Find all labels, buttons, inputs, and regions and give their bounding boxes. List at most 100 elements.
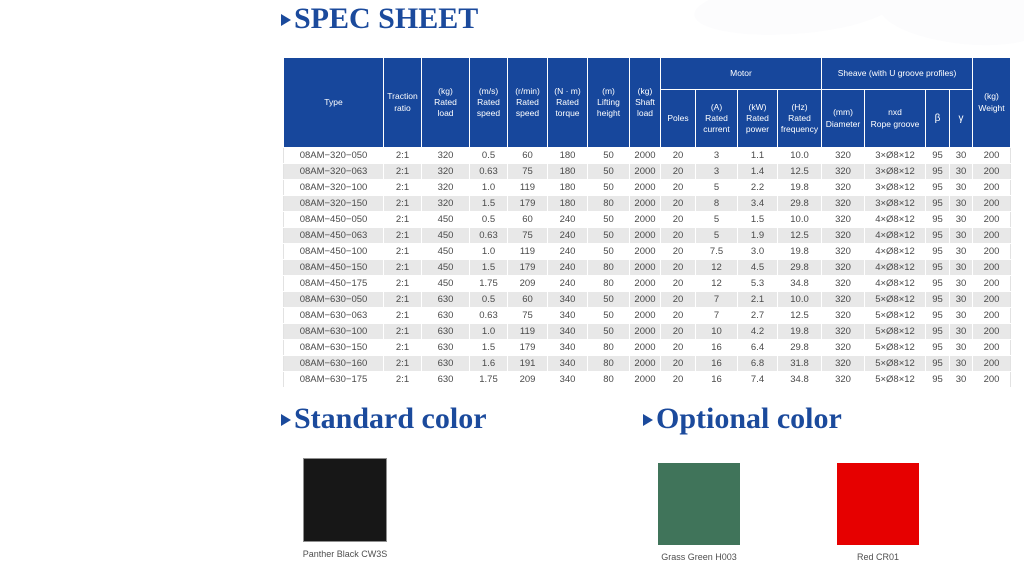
cell-rated_torque: 180 (547, 179, 588, 196)
cell-beta: 95 (925, 163, 950, 180)
cell-rated_current: 5 (695, 179, 738, 196)
cell-rated_torque: 340 (547, 339, 588, 356)
cell-diameter: 320 (821, 307, 865, 324)
cell-rated_current: 5 (695, 227, 738, 244)
optional-color-title: Optional color (643, 402, 842, 436)
cell-type: 08AM−450−100 (283, 243, 384, 260)
cell-beta: 95 (925, 275, 950, 292)
cell-rated_frequency: 29.8 (777, 195, 822, 212)
cell-lifting_height: 80 (587, 275, 630, 292)
cell-rated_torque: 180 (547, 147, 588, 164)
cell-lifting_height: 50 (587, 307, 630, 324)
cell-lifting_height: 50 (587, 243, 630, 260)
cell-shaft_load: 2000 (629, 371, 661, 388)
col-header-rated_frequency: (Hz) Rated frequency (777, 89, 822, 148)
cell-shaft_load: 2000 (629, 291, 661, 308)
cell-rated_speed_rmin: 179 (507, 259, 548, 276)
standard-color-title: Standard color (281, 402, 487, 436)
cell-rated_current: 16 (695, 339, 738, 356)
cell-gamma: 30 (949, 163, 973, 180)
cell-diameter: 320 (821, 179, 865, 196)
cell-weight: 200 (972, 275, 1011, 292)
cell-beta: 95 (925, 259, 950, 276)
cell-rated_speed_rmin: 179 (507, 195, 548, 212)
cell-beta: 95 (925, 179, 950, 196)
cell-type: 08AM−630−150 (283, 339, 384, 356)
cell-traction_ratio: 2:1 (383, 339, 422, 356)
cell-weight: 200 (972, 355, 1011, 372)
bullet-triangle-icon (281, 414, 291, 426)
cell-rated_current: 12 (695, 275, 738, 292)
table-row: 08AM−450−100 2:1 450 1.0 119 240 50 2000 20 7.5 3.… (283, 243, 1011, 260)
cell-rated_speed_ms: 1.5 (469, 259, 508, 276)
color-swatch-item: Grass Green H003 (658, 463, 740, 562)
cell-weight: 200 (972, 227, 1011, 244)
cell-rated_speed_ms: 0.63 (469, 307, 508, 324)
cell-rated_speed_ms: 1.5 (469, 195, 508, 212)
cell-gamma: 30 (949, 147, 973, 164)
cell-poles: 20 (660, 179, 696, 196)
cell-beta: 95 (925, 323, 950, 340)
cell-traction_ratio: 2:1 (383, 147, 422, 164)
cell-weight: 200 (972, 179, 1011, 196)
table-row: 08AM−320−063 2:1 320 0.63 75 180 50 2000 20 3 1.4 1… (283, 163, 1011, 180)
cell-rated_speed_rmin: 60 (507, 211, 548, 228)
spec-table-header: Type Traction ratio (kg) Rated load (m/s) Rated… (283, 57, 1011, 148)
cell-rated_power: 7.4 (737, 371, 778, 388)
cell-diameter: 320 (821, 275, 865, 292)
decorative-watermark (876, 0, 1024, 53)
cell-rope_groove: 4×Ø8×12 (864, 227, 926, 244)
col-header-rope_groove: nxd Rope groove (864, 89, 926, 148)
cell-rated_load: 630 (421, 323, 470, 340)
cell-type: 08AM−630−175 (283, 371, 384, 388)
cell-gamma: 30 (949, 195, 973, 212)
cell-lifting_height: 80 (587, 195, 630, 212)
cell-rated_current: 12 (695, 259, 738, 276)
cell-rope_groove: 4×Ø8×12 (864, 259, 926, 276)
cell-type: 08AM−450−063 (283, 227, 384, 244)
cell-shaft_load: 2000 (629, 339, 661, 356)
color-swatch (303, 458, 387, 542)
bullet-triangle-icon (281, 14, 291, 26)
cell-rated_load: 320 (421, 163, 470, 180)
cell-shaft_load: 2000 (629, 307, 661, 324)
col-header-rated_power: (kW) Rated power (737, 89, 778, 148)
col-header-poles: Poles (660, 89, 696, 148)
color-swatch-item: Panther Black CW3S (303, 458, 387, 559)
cell-type: 08AM−320−063 (283, 163, 384, 180)
cell-rated_current: 10 (695, 323, 738, 340)
cell-rated_power: 2.7 (737, 307, 778, 324)
cell-poles: 20 (660, 163, 696, 180)
cell-rated_speed_rmin: 119 (507, 179, 548, 196)
cell-traction_ratio: 2:1 (383, 243, 422, 260)
cell-rated_power: 4.2 (737, 323, 778, 340)
cell-rated_speed_ms: 1.75 (469, 275, 508, 292)
cell-lifting_height: 50 (587, 179, 630, 196)
cell-rated_power: 6.8 (737, 355, 778, 372)
col-header-rated_torque: (N · m) Rated torque (547, 57, 588, 148)
table-row: 08AM−630−100 2:1 630 1.0 119 340 50 2000 20 10 4.2… (283, 323, 1011, 340)
table-row: 08AM−450−175 2:1 450 1.75 209 240 80 2000 20 12 5.… (283, 275, 1011, 292)
cell-rated_frequency: 12.5 (777, 307, 822, 324)
cell-lifting_height: 80 (587, 259, 630, 276)
cell-lifting_height: 50 (587, 323, 630, 340)
cell-rated_speed_ms: 0.5 (469, 211, 508, 228)
cell-rated_power: 1.5 (737, 211, 778, 228)
table-row: 08AM−630−050 2:1 630 0.5 60 340 50 2000 20 7 2.1 10… (283, 291, 1011, 308)
cell-rated_torque: 240 (547, 275, 588, 292)
cell-rated_load: 320 (421, 147, 470, 164)
cell-rated_torque: 340 (547, 371, 588, 388)
cell-rated_load: 630 (421, 291, 470, 308)
cell-rated_torque: 240 (547, 211, 588, 228)
cell-lifting_height: 50 (587, 227, 630, 244)
cell-rated_power: 3.0 (737, 243, 778, 260)
cell-traction_ratio: 2:1 (383, 291, 422, 308)
cell-poles: 20 (660, 243, 696, 260)
table-row: 08AM−630−160 2:1 630 1.6 191 340 80 2000 20 16 6.8… (283, 355, 1011, 372)
cell-shaft_load: 2000 (629, 195, 661, 212)
cell-weight: 200 (972, 243, 1011, 260)
cell-lifting_height: 80 (587, 339, 630, 356)
cell-lifting_height: 50 (587, 147, 630, 164)
cell-poles: 20 (660, 147, 696, 164)
cell-lifting_height: 50 (587, 211, 630, 228)
